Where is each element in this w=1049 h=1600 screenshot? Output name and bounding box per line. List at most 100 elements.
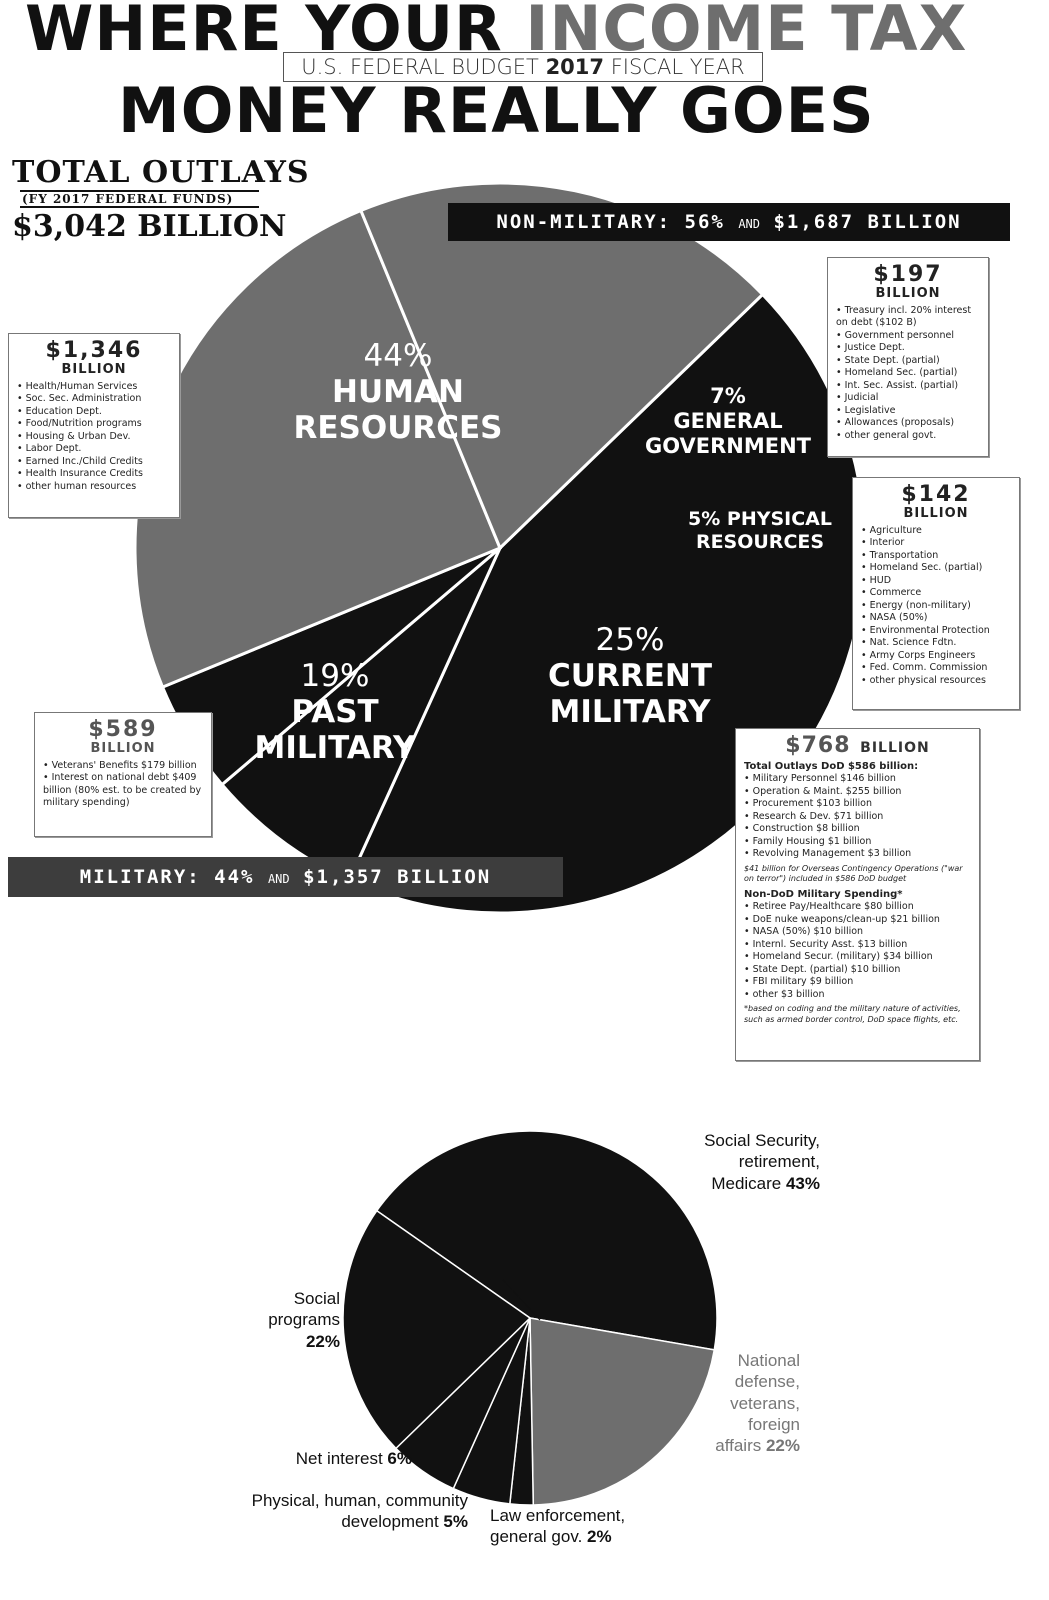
callout-list-item: Transportation: [861, 550, 1011, 563]
pie-slice-label: HUMAN: [332, 374, 464, 410]
pie2-label-percent: 6%: [387, 1449, 412, 1468]
callout-human-unit: BILLION: [61, 362, 127, 377]
military-amount: $1,357 BILLION: [303, 866, 492, 888]
pie2-label-line: veterans,: [730, 1393, 800, 1413]
callout-current-unit: BILLION: [860, 740, 930, 756]
pie-slice-label: GENERAL: [673, 409, 782, 433]
pie2-label-last-line: general gov. 2%: [490, 1526, 710, 1547]
callout-list-item: Education Dept.: [17, 406, 171, 419]
total-outlays-amount: $3,042 BILLION: [12, 209, 287, 244]
pie2-label-line: Physical, human, community: [251, 1491, 468, 1510]
callout-list-item: NASA (50%) $10 billion: [744, 926, 971, 939]
callout-general-government: $197 BILLION Treasury incl. 20% interest…: [827, 257, 989, 457]
callout-list-item: Internl. Security Asst. $13 billion: [744, 939, 971, 952]
pie2-slice-label: Law enforcement, general gov. 2%: [490, 1505, 710, 1548]
callout-list-item: Research & Dev. $71 billion: [744, 811, 971, 824]
pie2-label-percent: 5%: [443, 1512, 468, 1532]
military-label: MILITARY: 44%: [79, 866, 255, 888]
callout-current-footnote: *based on coding and the military nature…: [744, 1004, 961, 1024]
non-military-amount: $1,687 BILLION: [773, 211, 962, 233]
pie2-label-last-line: Net interest 6%: [200, 1448, 412, 1469]
title-part-2: INCOME TAX: [525, 0, 968, 65]
callout-list-item: Veterans' Benefits $179 billion: [43, 760, 203, 773]
callout-past-unit: BILLION: [90, 741, 156, 756]
callout-list-item: Revolving Management $3 billion: [744, 848, 971, 861]
pie-slice-label: PAST: [291, 694, 378, 730]
pie-slice-past-military: [358, 181, 765, 551]
callout-list-item: Health/Human Services: [17, 381, 171, 394]
callout-past-amount: $589: [88, 717, 158, 742]
pie-slice-label: 5% PHYSICAL: [688, 508, 832, 530]
subtitle-pre: U.S. FEDERAL BUDGET: [301, 55, 546, 79]
pie-slice-label: 7%: [710, 384, 746, 408]
callout-list-item: other human resources: [17, 481, 171, 494]
pie2-label-line: defense,: [734, 1372, 800, 1392]
callout-past-military: $589 BILLION Veterans' Benefits $179 bil…: [34, 712, 212, 837]
callout-list-item: Environmental Protection: [861, 625, 1011, 638]
title-part-1: WHERE YOUR: [25, 0, 526, 65]
callout-list-item: Retiree Pay/Healthcare $80 billion: [744, 901, 971, 914]
callout-list-item: Labor Dept.: [17, 443, 171, 456]
pie2-label-last-line: affairs 22%: [640, 1435, 800, 1456]
callout-list-item: Army Corps Engineers: [861, 650, 1011, 663]
pie-slice-label: 19%: [301, 658, 370, 694]
pie2-label-last-line: 22%: [200, 1331, 340, 1352]
title-line-2: MONEY REALLY GOES: [118, 74, 875, 147]
callout-list-item: Soc. Sec. Administration: [17, 393, 171, 406]
military-and: AND: [267, 872, 290, 886]
callout-past-list: Veterans' Benefits $179 billionInterest …: [43, 760, 203, 810]
callout-general-unit: BILLION: [875, 286, 941, 301]
callout-list-item: Agriculture: [861, 525, 1011, 538]
callout-list-item: Health Insurance Credits: [17, 468, 171, 481]
total-outlays-heading: TOTAL OUTLAYS: [12, 155, 310, 190]
leader-line-national-defense: [502, 1279, 541, 1321]
pie-slice-label: RESOURCES: [293, 410, 502, 446]
callout-list-item: Homeland Sec. (partial): [836, 367, 980, 380]
pie2-label-text: Net interest: [295, 1449, 388, 1468]
callout-list-item: Int. Sec. Assist. (partial): [836, 380, 980, 393]
pie2-slice-label: Social programs 22%: [200, 1288, 340, 1352]
callout-list-item: Military Personnel $146 billion: [744, 773, 971, 786]
pie-slice-label: MILITARY: [549, 694, 711, 730]
callout-current-amount-line: $768 BILLION: [744, 735, 971, 757]
non-military-label: NON-MILITARY: 56%: [496, 211, 725, 233]
pie2-slice-label: Social Security, retirement, Medicare 43%: [560, 1130, 820, 1194]
pie2-label-percent: 22%: [305, 1331, 340, 1351]
callout-current-nondod-heading: Non-DoD Military Spending*: [744, 889, 903, 900]
callout-physical-resources: $142 BILLION AgricultureInteriorTranspor…: [852, 477, 1020, 710]
callout-list-item: Treasury incl. 20% interest on debt ($10…: [836, 305, 980, 330]
pie2-slice: [375, 1130, 718, 1351]
callout-physical-amount: $142: [901, 482, 971, 507]
pie2-label-line: National: [737, 1351, 800, 1370]
callout-physical-list: AgricultureInteriorTransportationHomelan…: [861, 525, 1011, 688]
pie2-label-percent: 2%: [587, 1527, 612, 1547]
callout-list-item: Procurement $103 billion: [744, 798, 971, 811]
callout-current-military: $768 BILLION Total Outlays DoD $586 bill…: [735, 728, 980, 1061]
pie-slice-label: GOVERNMENT: [645, 434, 812, 458]
pie2-label-text: affairs: [715, 1436, 766, 1455]
callout-current-dod-list: Military Personnel $146 billionOperation…: [744, 773, 971, 861]
callout-list-item: Food/Nutrition programs: [17, 418, 171, 431]
callout-list-item: other physical resources: [861, 675, 1011, 688]
callout-list-item: Homeland Secur. (military) $34 billion: [744, 951, 971, 964]
pie2-label-text: development: [341, 1512, 444, 1532]
pie2-label-text: general gov.: [490, 1527, 588, 1547]
pie2-label-line: programs: [268, 1310, 340, 1330]
callout-list-item: Earned Inc./Child Credits: [17, 456, 171, 469]
callout-current-dod-heading: Total Outlays DoD $586 billion:: [744, 761, 919, 772]
pie2-slice-label: National defense, veterans, foreign affairs …: [640, 1350, 800, 1456]
pie2-label-line: Social: [293, 1289, 340, 1308]
callout-list-item: Interior: [861, 537, 1011, 550]
callout-current-dod-note: $41 billion for Overseas Contingency Ope…: [744, 863, 963, 884]
callout-general-amount: $197: [873, 262, 943, 287]
non-military-and: AND: [738, 217, 760, 231]
callout-list-item: Operation & Maint. $255 billion: [744, 786, 971, 799]
subtitle-post: FISCAL YEAR: [604, 55, 745, 79]
pie2-label-last-line: Medicare 43%: [560, 1173, 820, 1194]
callout-physical-unit: BILLION: [903, 506, 969, 521]
pie2-label-last-line: development 5%: [180, 1511, 468, 1532]
callout-list-item: Allowances (proposals): [836, 417, 980, 430]
pie-slice-label: 44%: [364, 338, 433, 374]
callout-list-item: Legislative: [836, 405, 980, 418]
